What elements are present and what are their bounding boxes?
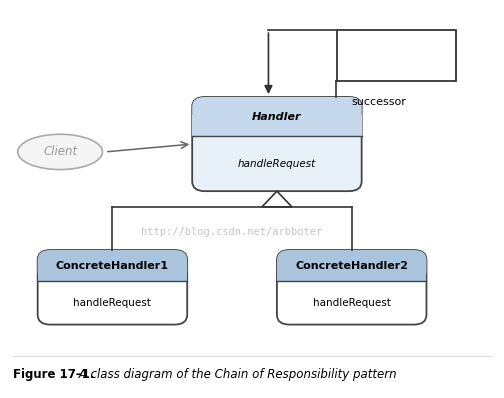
Text: ConcreteHandler2: ConcreteHandler2 (295, 261, 408, 271)
Text: A class diagram of the Chain of Responsibility pattern: A class diagram of the Chain of Responsi… (75, 369, 397, 382)
Text: handleRequest: handleRequest (313, 298, 391, 308)
Ellipse shape (18, 134, 102, 170)
FancyBboxPatch shape (277, 250, 426, 281)
Bar (38, 264, 187, 281)
FancyBboxPatch shape (192, 97, 362, 191)
Text: ConcreteHandler1: ConcreteHandler1 (56, 261, 169, 271)
Text: successor: successor (352, 97, 407, 107)
Text: Client: Client (43, 145, 77, 158)
Text: http://blog.csdn.net/arbboter: http://blog.csdn.net/arbboter (142, 227, 323, 237)
Text: Figure 17–1.: Figure 17–1. (13, 369, 94, 382)
Bar (192, 115, 362, 136)
Bar (277, 264, 426, 281)
Text: Handler: Handler (252, 111, 302, 121)
Text: handleRequest: handleRequest (74, 298, 151, 308)
Bar (337, 30, 456, 81)
Text: handleRequest: handleRequest (238, 159, 316, 169)
FancyBboxPatch shape (277, 250, 426, 325)
FancyBboxPatch shape (38, 250, 187, 281)
FancyBboxPatch shape (192, 97, 362, 136)
Polygon shape (262, 191, 292, 207)
FancyBboxPatch shape (38, 250, 187, 325)
